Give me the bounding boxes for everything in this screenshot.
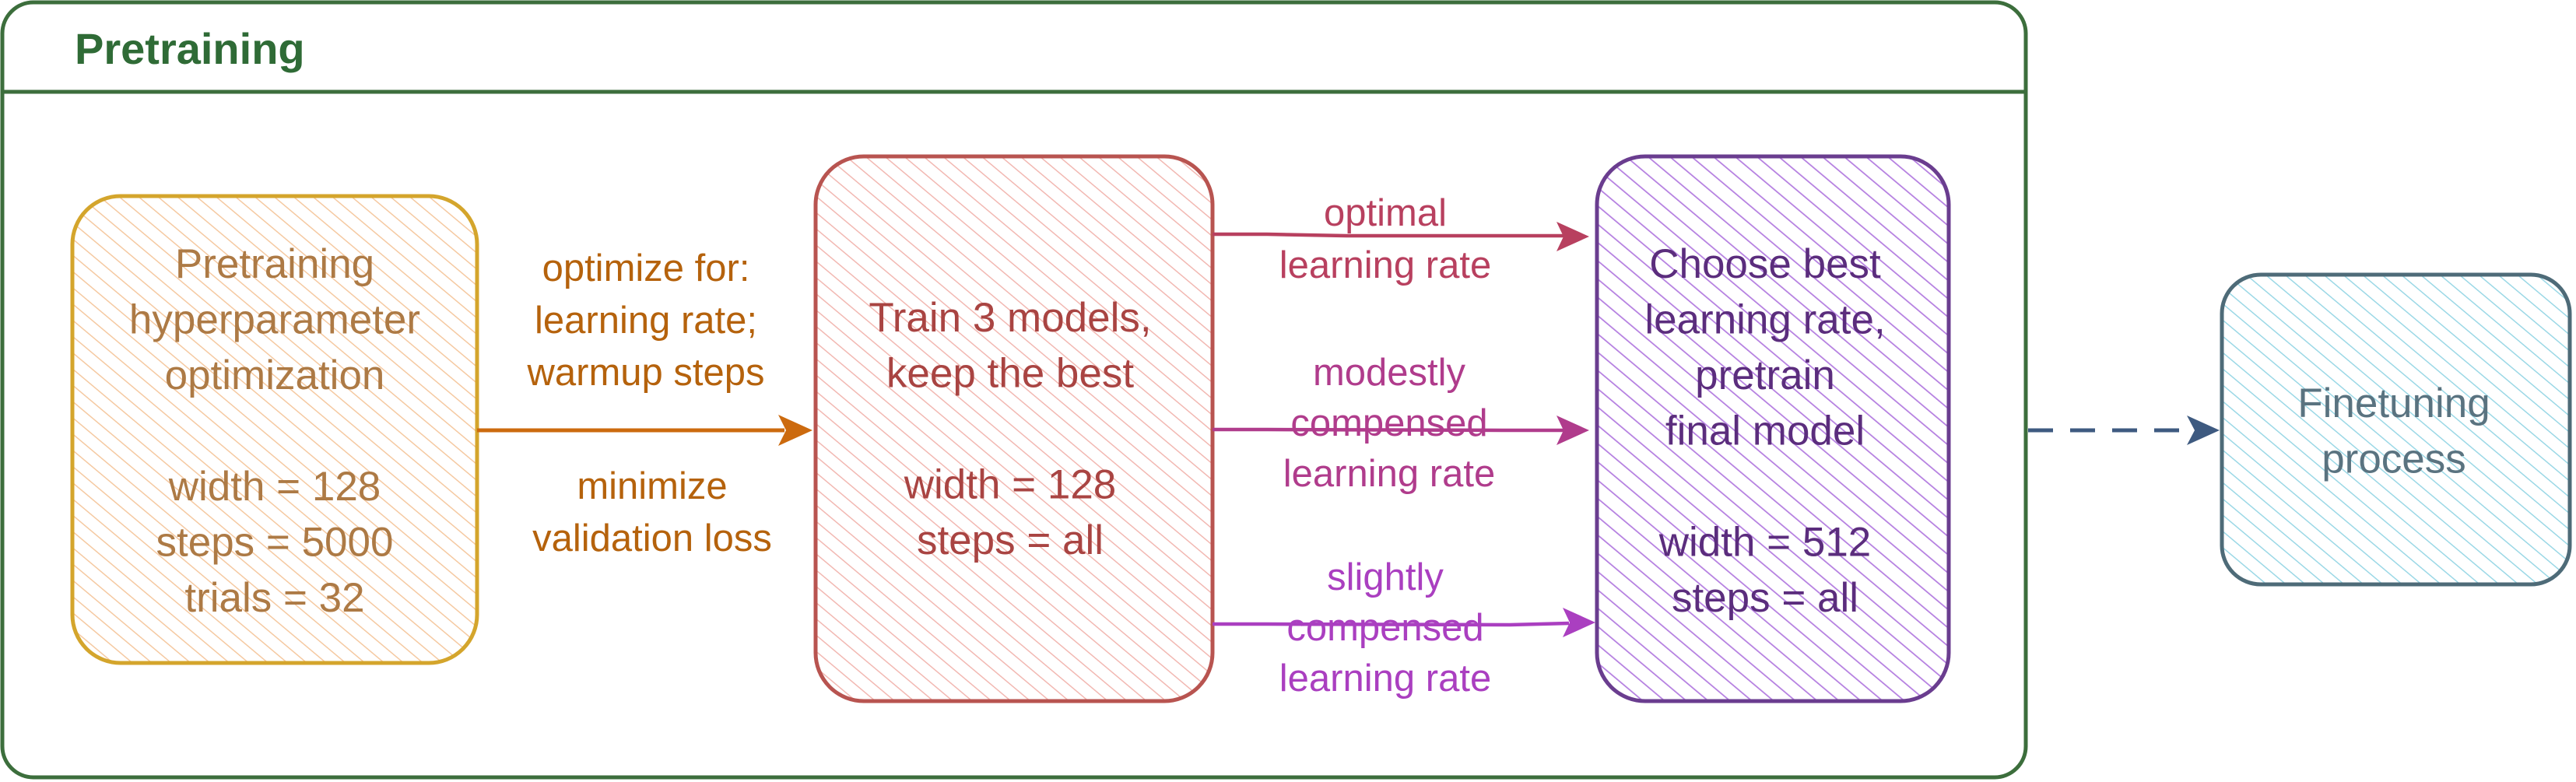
final-node: Choose best learning rate, pretrain final m…: [1595, 154, 1951, 703]
text-line: width = 128: [904, 462, 1117, 508]
text-line: slightly: [1327, 556, 1444, 598]
text-line: learning rate,: [1644, 297, 1885, 343]
text-line: learning rate: [1279, 244, 1491, 286]
text-line: validation loss: [532, 517, 772, 559]
modest-edge-arrowhead: [1556, 416, 1589, 445]
text-line: warmup steps: [526, 352, 764, 394]
text-line: compensed: [1290, 402, 1487, 444]
text-line: width = 128: [168, 464, 381, 510]
text-line: hyperparameter: [129, 297, 420, 343]
optimal-edge-arrowhead: [1556, 222, 1589, 251]
text-line: process: [2322, 437, 2466, 482]
train-box: [813, 154, 1215, 703]
text-line: Finetuning: [2297, 380, 2490, 426]
text-line: Pretraining: [175, 241, 374, 287]
text-line: optimization: [165, 352, 385, 398]
finetune-box: [2220, 272, 2572, 587]
pretraining-frame: Pretraining: [0, 0, 2028, 780]
text-line: learning rate: [1279, 658, 1491, 700]
slight-edge-arrowhead: [1563, 608, 1595, 637]
text-line: width = 512: [1658, 520, 1872, 566]
hpo-node-text: Pretraining hyperparameter optimization wid…: [129, 241, 420, 621]
text-line: modestly: [1313, 352, 1466, 394]
text-line: final model: [1665, 409, 1865, 454]
text-line: learning rate;: [535, 300, 757, 342]
text-line: optimal: [1324, 192, 1447, 234]
finetune-node: Finetuning process: [2220, 272, 2572, 587]
train-node-text: Train 3 models, keep the best width = 128 s…: [869, 295, 1151, 563]
slight-edge-label: slightly compensed learning rate: [1279, 556, 1491, 700]
text-line: compensed: [1286, 607, 1483, 649]
text-line: pretrain: [1695, 352, 1835, 398]
hpo-to-train-arrowhead: [778, 415, 812, 446]
dashed-edge-arrowhead: [2187, 416, 2220, 445]
hpo-to-train-label-above: optimize for: learning rate; warmup steps: [526, 247, 764, 394]
text-line: learning rate: [1283, 453, 1495, 495]
optimal-edge-label: optimal learning rate: [1279, 192, 1491, 286]
hpo-to-train-edge: optimize for: learning rate; warmup steps …: [477, 247, 812, 559]
text-line: steps = 5000: [156, 520, 394, 566]
frame-title: Pretraining: [75, 24, 305, 73]
optimal-edge-line: [1213, 232, 1566, 238]
text-line: steps = all: [917, 517, 1104, 563]
text-line: minimize: [577, 465, 727, 507]
modest-edge-label: modestly compensed learning rate: [1283, 352, 1495, 495]
text-line: optimize for:: [542, 247, 750, 289]
slight-edge: slightly compensed learning rate: [1213, 556, 1595, 700]
text-line: Train 3 models,: [869, 295, 1151, 341]
text-line: Choose best: [1649, 241, 1881, 287]
final-box: [1595, 154, 1951, 703]
text-line: steps = all: [1672, 575, 1858, 621]
slight-edge-line: [1213, 621, 1570, 627]
train-node: Train 3 models, keep the best width = 128 s…: [813, 154, 1215, 703]
hpo-node: Pretraining hyperparameter optimization wid…: [70, 194, 479, 665]
text-line: trials = 32: [184, 575, 364, 621]
modest-edge: modestly compensed learning rate: [1213, 352, 1589, 495]
text-line: keep the best: [886, 351, 1135, 397]
frame-border: [0, 0, 2028, 780]
final-node-text: Choose best learning rate, pretrain final m…: [1644, 241, 1885, 621]
finetune-node-text: Finetuning process: [2297, 380, 2490, 482]
optimal-edge: optimal learning rate: [1213, 192, 1589, 286]
pretraining-to-finetuning-edge: [2028, 416, 2220, 445]
hpo-to-train-label-below: minimize validation loss: [532, 465, 772, 559]
